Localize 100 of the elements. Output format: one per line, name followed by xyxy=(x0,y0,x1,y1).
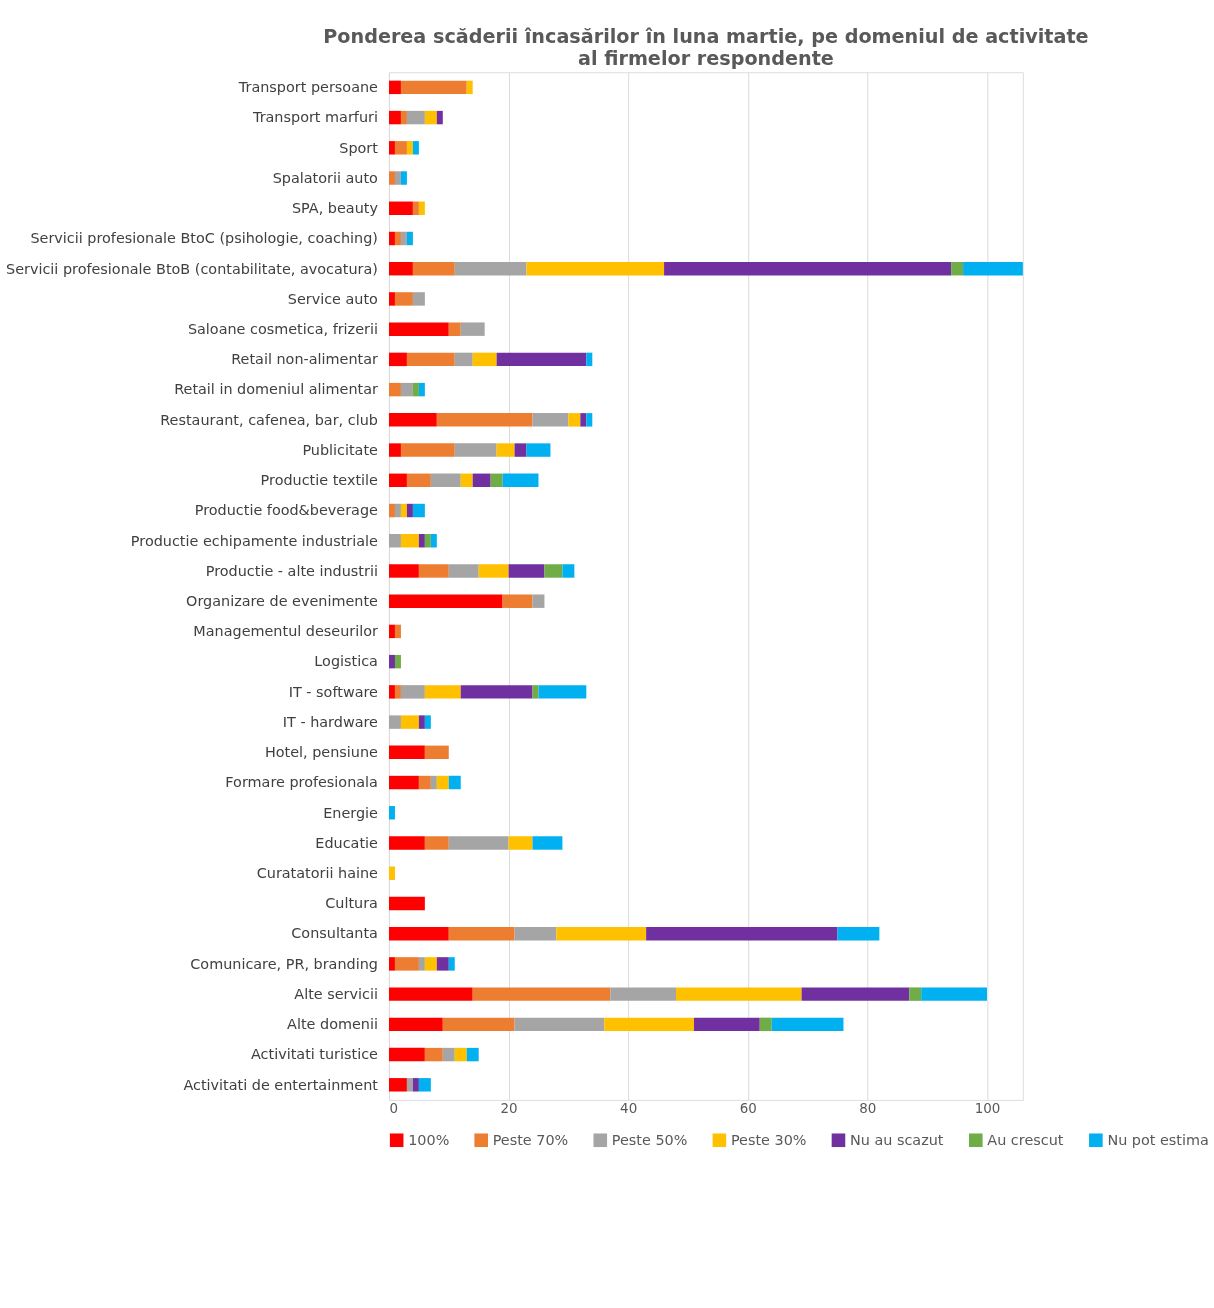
bar xyxy=(388,715,401,729)
bar xyxy=(454,261,527,276)
x-tick-label: 0 xyxy=(389,1100,399,1116)
bar xyxy=(400,231,407,246)
y-tick-label: Cultura xyxy=(325,895,378,912)
y-tick-label: Productie echipamente industriale xyxy=(130,532,379,549)
x-tick-label: 100 xyxy=(974,1100,1001,1116)
bar xyxy=(400,503,407,518)
bar xyxy=(388,413,437,427)
bar xyxy=(448,564,479,578)
bar xyxy=(610,987,677,1001)
bar xyxy=(837,926,880,941)
bar xyxy=(412,141,419,155)
bar xyxy=(436,413,533,427)
bar xyxy=(388,80,401,95)
bar xyxy=(921,987,987,1001)
bar xyxy=(472,473,491,488)
bar xyxy=(424,685,461,699)
x-tick-label: 20 xyxy=(500,1100,518,1116)
bar xyxy=(388,1047,425,1062)
bar xyxy=(454,1047,467,1062)
bar xyxy=(388,957,395,971)
bar xyxy=(466,80,473,95)
bar xyxy=(418,715,425,729)
bar xyxy=(388,866,395,880)
bar xyxy=(562,564,575,578)
y-tick-label: Alte domenii xyxy=(287,1016,378,1033)
bar xyxy=(406,141,413,155)
bar xyxy=(472,352,497,367)
y-tick-label: Energie xyxy=(323,804,379,821)
y-tick-label: Sport xyxy=(339,139,379,156)
bar xyxy=(514,926,557,941)
legend-label: Nu pot estima xyxy=(1107,1132,1209,1149)
bar xyxy=(580,413,587,427)
y-tick-label: Transport persoane xyxy=(237,79,379,96)
bar xyxy=(400,110,407,125)
bar xyxy=(388,926,449,941)
bar xyxy=(388,654,395,669)
y-tick-label: Transport marfuri xyxy=(251,109,378,126)
bar xyxy=(388,564,419,578)
bar xyxy=(508,564,545,578)
legend-label: Peste 30% xyxy=(730,1132,807,1149)
bar xyxy=(394,957,419,971)
bar xyxy=(496,443,515,457)
legend-label: Peste 50% xyxy=(611,1132,688,1149)
bar xyxy=(430,534,437,548)
bar xyxy=(532,413,569,427)
legend-label: Au crescut xyxy=(987,1132,1064,1149)
bar xyxy=(448,322,461,336)
y-tick-label: Spalatorii auto xyxy=(272,169,379,186)
bar xyxy=(388,594,503,608)
bar xyxy=(388,261,413,276)
bar xyxy=(400,534,419,548)
bar xyxy=(388,836,425,850)
bar xyxy=(418,957,425,971)
bar xyxy=(388,806,395,820)
y-tick-label: Logistica xyxy=(314,653,378,670)
bar xyxy=(388,292,395,306)
bar xyxy=(412,201,419,215)
y-tick-label: Servicii profesionale BtoC (psihologie, coaching) xyxy=(30,230,378,247)
y-tick-label: Consultanta xyxy=(291,925,378,942)
bar xyxy=(412,503,425,518)
bar xyxy=(412,1078,419,1092)
bar xyxy=(418,382,425,397)
y-tick-label: Curatatorii haine xyxy=(256,865,379,882)
bar xyxy=(556,926,647,941)
bar xyxy=(388,322,449,336)
y-tick-label: Productie textile xyxy=(260,472,379,489)
bar xyxy=(394,654,401,669)
bar xyxy=(400,80,467,95)
bar xyxy=(544,564,563,578)
y-tick-label: Productie food&beverage xyxy=(194,502,379,519)
y-tick-label: IT - software xyxy=(288,683,379,700)
bar xyxy=(406,110,425,125)
y-tick-label: IT - hardware xyxy=(282,713,379,730)
bar xyxy=(460,473,473,488)
legend-label: 100% xyxy=(408,1132,450,1149)
bar xyxy=(436,775,449,790)
bar xyxy=(388,685,395,699)
bar xyxy=(676,987,802,1001)
bar xyxy=(394,503,401,518)
y-tick-label: Retail non-alimentar xyxy=(231,351,379,368)
bar xyxy=(388,775,419,790)
bar xyxy=(388,745,425,760)
bar xyxy=(436,110,443,125)
bar xyxy=(526,261,665,276)
bar xyxy=(418,564,449,578)
bar xyxy=(442,1017,515,1032)
bar xyxy=(388,1017,443,1032)
bar xyxy=(400,171,407,185)
bar xyxy=(388,171,395,185)
bar xyxy=(436,957,449,971)
bar xyxy=(460,322,485,336)
y-tick-label: Formare profesionala xyxy=(225,774,378,791)
bar xyxy=(388,624,395,639)
bar xyxy=(406,1078,413,1092)
bar xyxy=(430,473,461,488)
bar xyxy=(388,534,401,548)
bar xyxy=(466,1047,479,1062)
y-tick-label: Comunicare, PR, branding xyxy=(190,955,378,972)
